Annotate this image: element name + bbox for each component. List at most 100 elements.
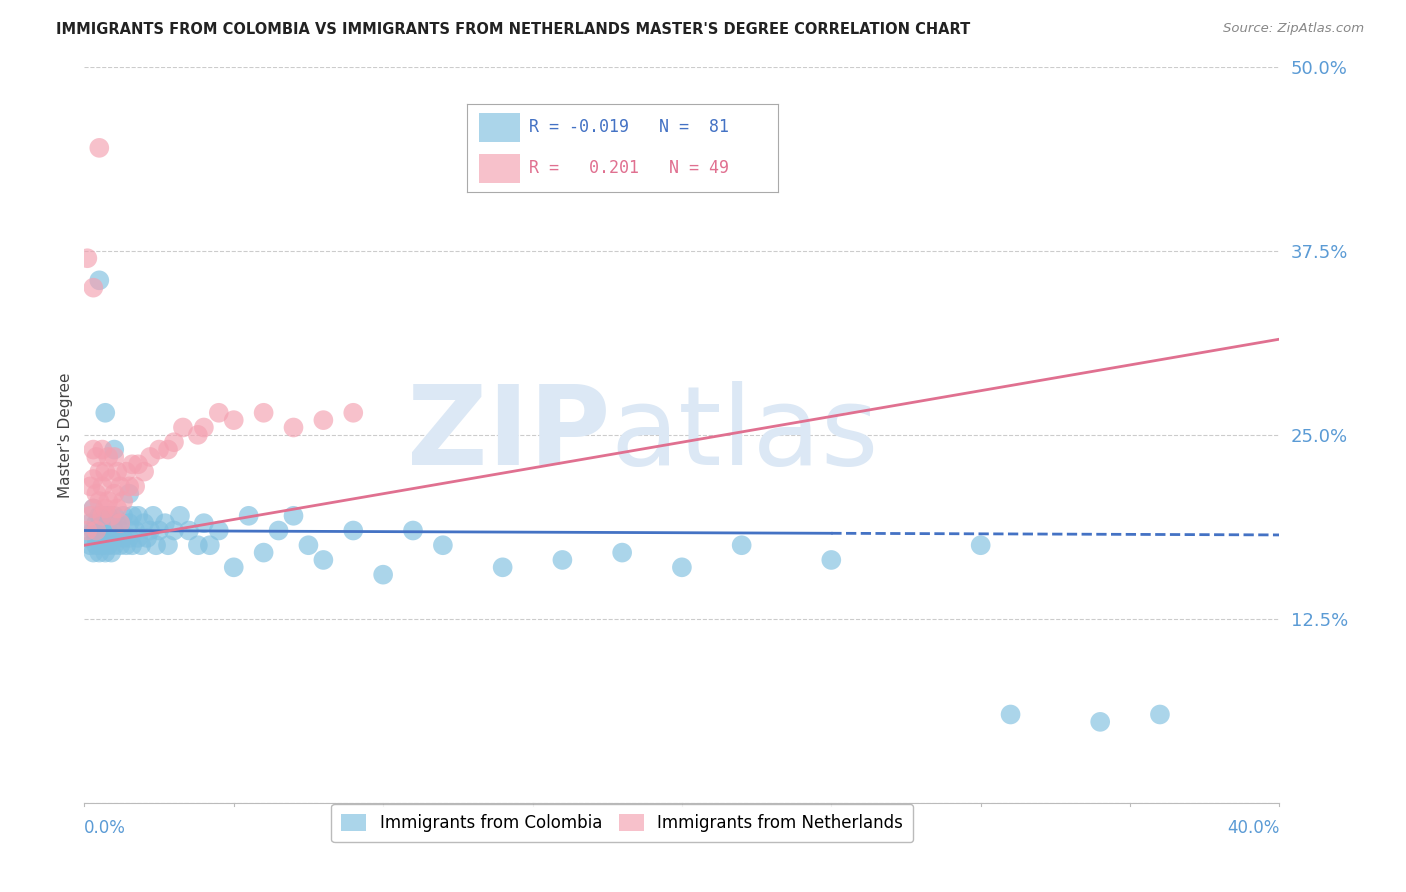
Point	[76, 524, 98, 538]
Point	[612, 545, 634, 560]
Point	[127, 457, 149, 471]
Point	[89, 545, 111, 560]
Point	[820, 553, 842, 567]
Point	[118, 531, 141, 545]
Point	[103, 524, 125, 538]
Point	[115, 465, 138, 479]
Point	[132, 516, 156, 530]
Point	[169, 508, 191, 523]
Point	[283, 508, 305, 523]
Point	[121, 538, 143, 552]
Text: ZIP: ZIP	[406, 382, 610, 488]
Point	[82, 472, 104, 486]
Point	[1149, 707, 1171, 722]
Point	[100, 545, 122, 560]
Point	[82, 545, 104, 560]
Point	[121, 508, 143, 523]
Point	[222, 413, 245, 427]
Point	[103, 538, 125, 552]
Point	[193, 516, 215, 530]
Point	[112, 494, 135, 508]
Point	[312, 553, 335, 567]
Point	[551, 553, 574, 567]
Point	[124, 479, 146, 493]
Point	[105, 531, 128, 545]
Point	[79, 508, 101, 523]
Point	[145, 538, 167, 552]
Point	[97, 494, 120, 508]
Point	[103, 442, 125, 457]
Point	[100, 531, 122, 545]
Point	[86, 516, 108, 530]
Point	[373, 567, 395, 582]
Point	[91, 479, 114, 493]
Point	[103, 508, 125, 523]
Point	[198, 538, 221, 552]
Point	[127, 531, 149, 545]
Point	[91, 531, 114, 545]
Point	[139, 524, 162, 538]
Point	[342, 406, 364, 420]
Point	[124, 524, 146, 538]
Point	[342, 524, 364, 538]
Point	[94, 508, 117, 523]
Point	[79, 516, 101, 530]
Point	[97, 524, 120, 538]
Point	[110, 538, 132, 552]
Point	[187, 538, 209, 552]
Point	[163, 435, 186, 450]
Point	[89, 524, 111, 538]
Point	[118, 479, 141, 493]
Point	[79, 538, 101, 552]
Point	[163, 524, 186, 538]
Point	[139, 450, 162, 464]
Point	[103, 487, 125, 501]
Point	[970, 538, 993, 552]
Point	[105, 465, 128, 479]
Point	[86, 487, 108, 501]
Y-axis label: Master's Degree: Master's Degree	[58, 372, 73, 498]
Point	[283, 420, 305, 434]
Point	[82, 501, 104, 516]
Point	[89, 141, 111, 155]
Point	[1000, 707, 1022, 722]
Point	[110, 524, 132, 538]
Point	[89, 465, 111, 479]
Point	[79, 479, 101, 493]
Text: IMMIGRANTS FROM COLOMBIA VS IMMIGRANTS FROM NETHERLANDS MASTER'S DEGREE CORRELAT: IMMIGRANTS FROM COLOMBIA VS IMMIGRANTS F…	[56, 22, 970, 37]
Point	[312, 413, 335, 427]
Point	[91, 442, 114, 457]
Point	[89, 273, 111, 287]
Point	[112, 508, 135, 523]
Point	[110, 479, 132, 493]
Point	[82, 442, 104, 457]
Point	[91, 538, 114, 552]
Point	[89, 508, 111, 523]
Point	[731, 538, 754, 552]
Point	[177, 524, 200, 538]
Point	[105, 516, 128, 530]
Point	[671, 560, 693, 574]
Point	[82, 501, 104, 516]
Point	[121, 457, 143, 471]
Point	[86, 531, 108, 545]
Point	[86, 524, 108, 538]
Point	[94, 406, 117, 420]
Point	[103, 450, 125, 464]
Point	[82, 524, 104, 538]
Point	[76, 531, 98, 545]
Point	[76, 252, 98, 266]
Point	[110, 516, 132, 530]
Point	[91, 508, 114, 523]
Point	[187, 427, 209, 442]
Point	[112, 531, 135, 545]
Point	[105, 501, 128, 516]
Point	[492, 560, 515, 574]
Point	[297, 538, 319, 552]
Legend: Immigrants from Colombia, Immigrants from Netherlands: Immigrants from Colombia, Immigrants fro…	[332, 804, 912, 842]
Point	[153, 516, 176, 530]
Point	[132, 465, 156, 479]
Point	[148, 442, 170, 457]
Point	[100, 508, 122, 523]
Point	[82, 281, 104, 295]
